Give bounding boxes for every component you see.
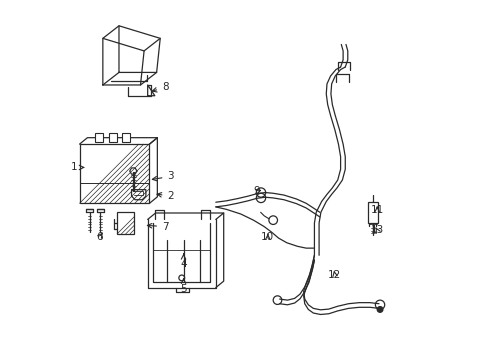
Text: 8: 8 xyxy=(152,82,168,93)
Text: 10: 10 xyxy=(261,232,274,242)
Text: 9: 9 xyxy=(253,186,260,197)
Bar xyxy=(117,212,134,234)
Text: 2: 2 xyxy=(157,191,174,201)
Text: 1: 1 xyxy=(70,162,83,172)
Bar xyxy=(367,202,378,223)
Text: 5: 5 xyxy=(180,279,186,294)
Text: 6: 6 xyxy=(96,232,102,242)
Text: 4: 4 xyxy=(180,254,186,269)
Text: 7: 7 xyxy=(147,222,168,231)
Circle shape xyxy=(376,307,382,312)
Text: 12: 12 xyxy=(327,270,341,280)
Text: 13: 13 xyxy=(370,225,383,235)
Bar xyxy=(80,144,149,203)
Text: 3: 3 xyxy=(152,171,174,181)
Bar xyxy=(109,133,117,142)
Bar xyxy=(122,133,129,142)
Bar xyxy=(95,133,102,142)
Text: 11: 11 xyxy=(370,206,383,216)
